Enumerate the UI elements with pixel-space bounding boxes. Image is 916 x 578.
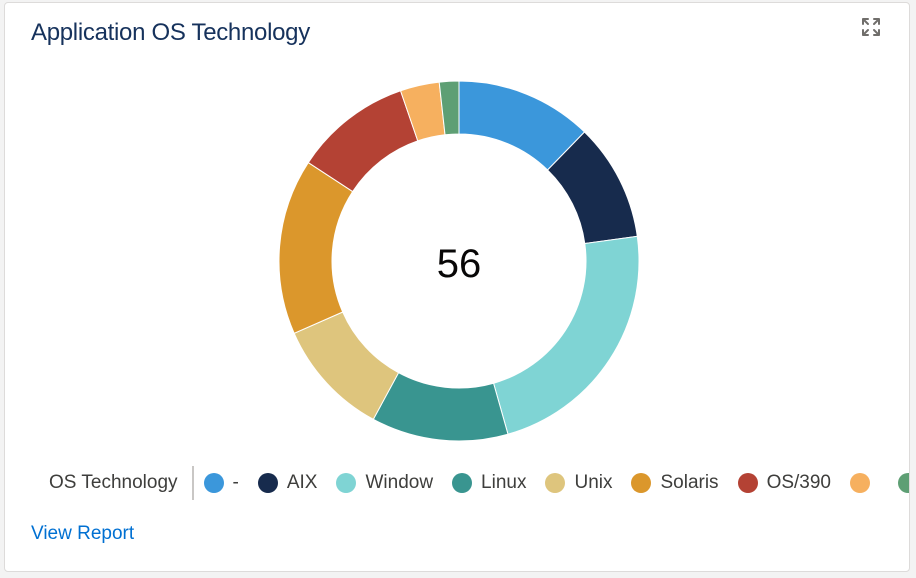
legend-title: OS Technology xyxy=(49,472,178,493)
legend-swatch xyxy=(336,473,357,493)
legend-item[interactable]: OS/390 xyxy=(737,472,831,494)
legend-label: Linux xyxy=(481,472,527,493)
view-report-link[interactable]: View Report xyxy=(31,523,135,544)
legend-label: AIX xyxy=(286,472,318,493)
legend-item[interactable] xyxy=(850,473,879,493)
legend-item[interactable]: AIX xyxy=(257,472,318,494)
expand-icon[interactable] xyxy=(861,17,881,37)
legend-swatch xyxy=(203,473,224,493)
legend-item[interactable]: Window xyxy=(336,472,433,494)
donut-chart: 56 xyxy=(278,80,640,442)
legend-swatch xyxy=(452,473,473,493)
legend-swatch xyxy=(545,473,566,493)
legend-items: - AIX Window Linux Unix Solaris OS/390 xyxy=(203,472,909,494)
legend-item[interactable] xyxy=(898,473,909,493)
legend-swatch xyxy=(257,473,278,493)
legend-item[interactable]: Linux xyxy=(452,472,526,494)
donut-slice-item-8[interactable] xyxy=(438,80,460,136)
donut-slice-solaris[interactable] xyxy=(278,161,354,334)
legend-label: Unix xyxy=(574,472,613,493)
legend-swatch xyxy=(631,473,652,493)
legend-item[interactable]: Solaris xyxy=(631,472,719,494)
legend-item[interactable]: Unix xyxy=(545,472,612,494)
dashboard-card: Application OS Technology 56 OS Technolo… xyxy=(4,2,910,572)
donut-slice-window[interactable] xyxy=(492,235,640,435)
legend-label: Window xyxy=(365,472,434,493)
legend-label: - xyxy=(232,472,239,493)
legend-item[interactable]: - xyxy=(203,472,239,494)
donut-total-label: 56 xyxy=(437,242,482,286)
card-title: Application OS Technology xyxy=(31,19,310,46)
legend-divider xyxy=(191,466,194,500)
legend-label: Solaris xyxy=(660,472,719,493)
legend-label: OS/390 xyxy=(766,472,831,493)
legend-swatch xyxy=(737,473,758,493)
legend-swatch xyxy=(898,473,909,493)
legend-swatch xyxy=(850,473,870,493)
chart-legend: OS Technology - AIX Window Linux Unix Solaris… xyxy=(49,465,909,501)
